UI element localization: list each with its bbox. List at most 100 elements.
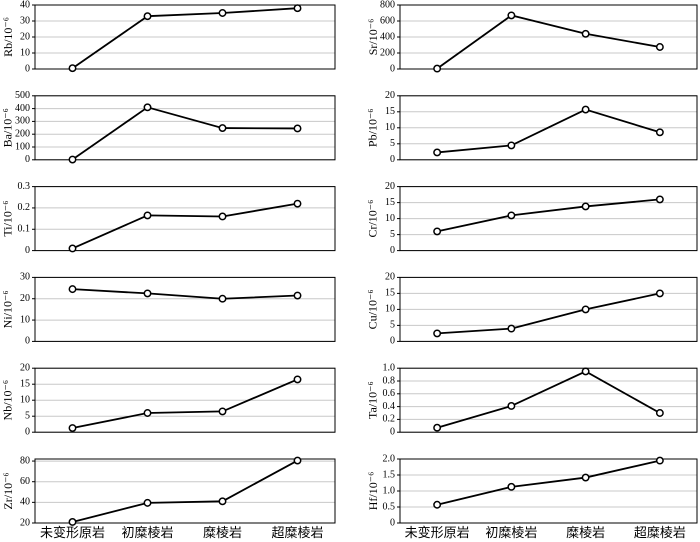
data-point <box>581 473 590 482</box>
x-tick-label: 超糜棱岩 <box>271 525 323 540</box>
y-tick-label: 10 <box>20 394 30 405</box>
data-point <box>218 407 227 416</box>
y-tick-label: 40 <box>20 497 30 508</box>
data-line <box>437 108 661 154</box>
y-tick-label: 1.0 <box>383 362 396 373</box>
data-point <box>433 423 442 432</box>
y-axis-label: Zr/10⁻⁶ <box>1 472 15 509</box>
plot-frame <box>399 276 698 342</box>
y-tick-label: 15 <box>385 197 395 208</box>
y-axis-label: Cr/10⁻⁶ <box>366 200 380 238</box>
y-tick-label: 10 <box>20 47 30 58</box>
data-point <box>143 211 152 220</box>
data-point <box>507 11 516 20</box>
y-axis-label: Ta/10⁻⁶ <box>366 381 380 419</box>
y-tick-label: 15 <box>20 378 30 389</box>
y-tick-label: 1.0 <box>383 485 396 496</box>
data-point <box>218 294 227 303</box>
data-point <box>218 497 227 506</box>
data-point <box>293 4 302 13</box>
data-line <box>71 106 298 161</box>
x-tick-label: 初糜棱岩 <box>485 525 537 540</box>
data-line <box>72 288 298 300</box>
y-tick-label: 100 <box>15 141 30 152</box>
data-line <box>436 370 661 429</box>
y-tick-label: 80 <box>20 455 30 466</box>
y-tick-label: 0 <box>25 63 30 74</box>
plot-frame <box>399 458 698 524</box>
data-point <box>433 500 442 509</box>
plot-frame <box>399 95 698 161</box>
data-line <box>437 292 661 335</box>
y-axis-label: Ti/10⁻⁶ <box>1 201 15 237</box>
data-line <box>72 378 298 429</box>
y-tick-label: 20 <box>385 181 395 192</box>
y-tick-label: 0 <box>390 336 395 347</box>
y-axis-label: Nb/10⁻⁶ <box>1 380 15 421</box>
plot-frame <box>399 367 698 433</box>
plot-frame <box>34 95 336 161</box>
y-tick-label: 0 <box>390 517 395 528</box>
y-tick-label: 20 <box>20 31 30 42</box>
plot-frame <box>34 186 336 252</box>
data-point <box>218 9 227 17</box>
data-point <box>143 103 152 112</box>
y-tick-label: 0 <box>25 245 30 256</box>
y-axis-label: Pb/10⁻⁶ <box>366 109 380 148</box>
data-point <box>507 141 516 150</box>
y-tick-label: 200 <box>15 128 30 139</box>
y-tick-label: 600 <box>380 15 395 26</box>
data-point <box>293 291 302 300</box>
data-point <box>293 456 302 465</box>
y-axis-label: Ba/10⁻⁶ <box>1 108 15 147</box>
data-point <box>433 329 442 338</box>
plot-frame <box>399 186 698 252</box>
data-point <box>655 43 664 51</box>
data-point <box>581 367 590 376</box>
y-tick-label: 0.5 <box>383 501 396 512</box>
y-axis-label: Hf/10⁻⁶ <box>366 472 380 511</box>
plot-frame <box>399 4 698 70</box>
y-tick-label: 0.2 <box>383 414 396 425</box>
plot-frame <box>34 458 336 524</box>
y-tick-label: 15 <box>385 288 395 299</box>
y-tick-label: 20 <box>385 272 395 283</box>
data-point <box>433 227 442 236</box>
data-point <box>143 289 152 298</box>
data-point <box>68 285 77 294</box>
y-tick-label: 0.4 <box>383 401 396 412</box>
data-point <box>581 105 590 114</box>
data-line <box>436 459 661 506</box>
y-tick-label: 20 <box>20 362 30 373</box>
data-point <box>68 64 77 73</box>
y-tick-label: 0.1 <box>18 224 31 235</box>
data-point <box>433 148 442 157</box>
data-line <box>436 14 661 70</box>
x-tick-label: 超糜棱岩 <box>634 525 686 540</box>
plot-frame <box>34 276 336 342</box>
x-tick-label: 初糜棱岩 <box>121 525 173 540</box>
x-tick-label: 未变形原岩 <box>405 525 470 540</box>
y-tick-label: 60 <box>20 476 30 487</box>
data-point <box>655 128 664 137</box>
y-tick-label: 20 <box>20 293 30 304</box>
y-tick-label: 10 <box>385 213 395 224</box>
y-tick-label: 5 <box>390 229 395 240</box>
y-tick-label: 0 <box>390 426 395 437</box>
data-point <box>507 324 516 333</box>
data-point <box>293 199 302 208</box>
y-tick-label: 0.2 <box>18 202 31 213</box>
data-line <box>72 202 298 250</box>
y-tick-label: 1.5 <box>383 469 396 480</box>
data-point <box>68 424 77 432</box>
y-tick-label: 400 <box>15 103 30 114</box>
data-point <box>293 375 302 384</box>
data-line <box>436 198 660 233</box>
y-tick-label: 15 <box>385 106 395 117</box>
y-axis-label: Cu/10⁻⁶ <box>366 289 380 329</box>
x-tick-label: 糜棱岩 <box>203 525 242 540</box>
y-tick-label: 40 <box>20 0 30 10</box>
data-point <box>68 244 77 253</box>
y-tick-label: 800 <box>380 0 395 10</box>
